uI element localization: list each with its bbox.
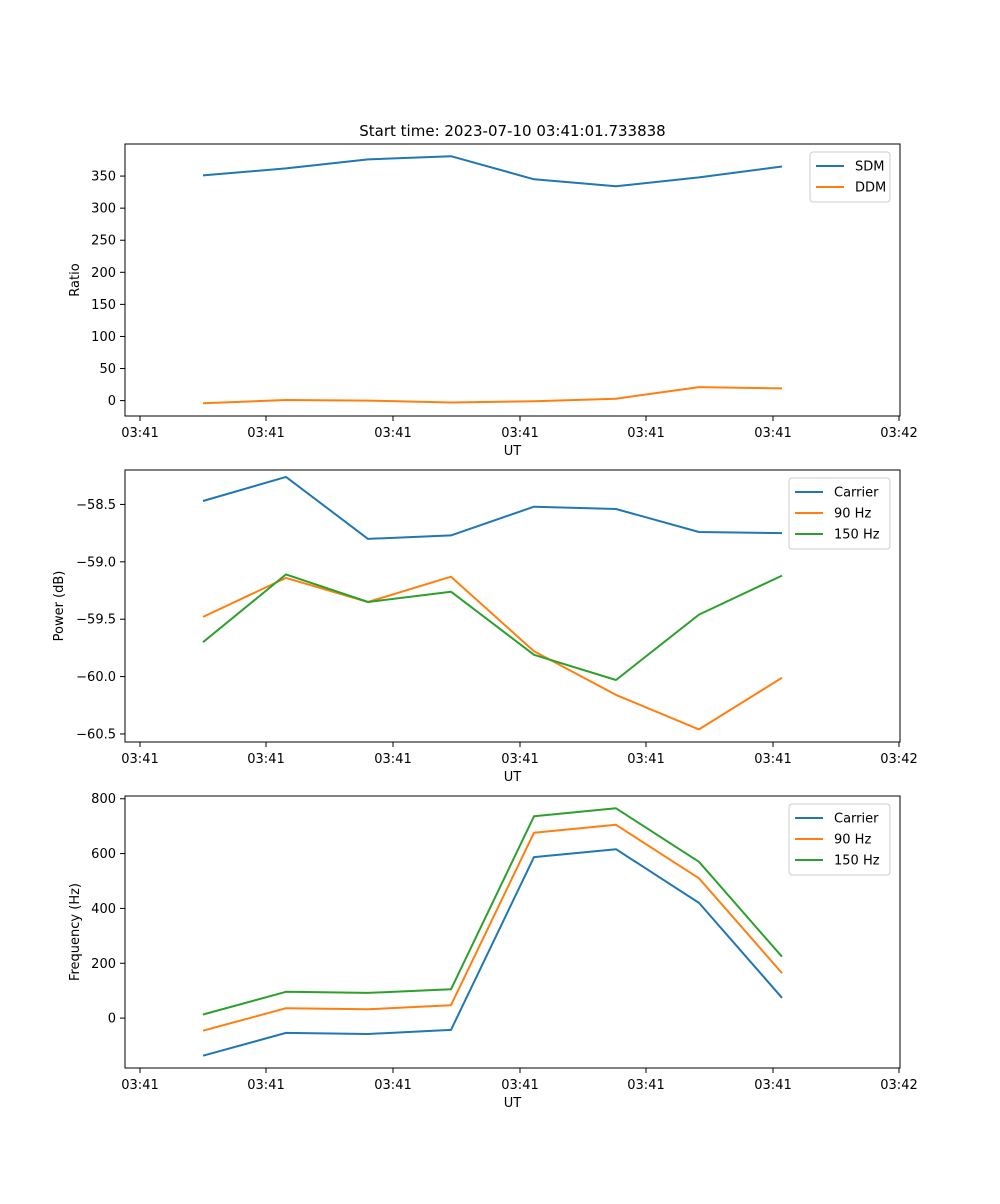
subplot-3: 03:41 03:41 03:41 03:41 03:41 03:41 03:42 0 200 4… xyxy=(68,792,918,1111)
x-tick-label: 03:42 xyxy=(880,1078,917,1093)
x-tick-label: 03:41 xyxy=(501,426,538,441)
subplot-1: Start time: 2023-07-10 03:41:01.73383803… xyxy=(68,122,918,459)
series-line-90-hz xyxy=(202,575,783,731)
x-tick-label: 03:41 xyxy=(754,1078,791,1093)
series-line-carrier xyxy=(202,475,783,540)
x-tick-label: 03:41 xyxy=(754,752,791,767)
x-tick-label: 03:41 xyxy=(121,426,158,441)
series-group xyxy=(202,155,783,405)
series-group xyxy=(202,807,783,1057)
x-tick-label: 03:41 xyxy=(374,1078,411,1093)
y-tick-label: −59.0 xyxy=(76,555,116,570)
series-line-150-hz xyxy=(202,573,783,681)
y-axis-ticks: −60.5 −60.0 −59.5 −59.0 −58.5 xyxy=(76,498,125,742)
y-tick-label: −60.5 xyxy=(76,727,116,742)
legend-label: Carrier xyxy=(834,486,879,501)
legend: Carrier 90 Hz 150 Hz xyxy=(788,477,891,550)
y-tick-label: 800 xyxy=(91,792,116,807)
legend-label: Carrier xyxy=(834,812,879,827)
y-axis-ticks: 0 50 100 150 200 250 300 350 xyxy=(91,170,125,409)
legend-box xyxy=(788,477,891,550)
series-line-sdm xyxy=(202,155,783,188)
plot-area xyxy=(124,469,901,743)
y-tick-label: 100 xyxy=(91,330,116,345)
series-line-150-hz xyxy=(202,807,783,1016)
series-line-ddm xyxy=(202,386,783,405)
legend-label: DDM xyxy=(855,181,886,196)
y-tick-label: 400 xyxy=(91,902,116,917)
x-tick-label: 03:41 xyxy=(121,752,158,767)
y-tick-label: 300 xyxy=(91,202,116,217)
legend-label: 90 Hz xyxy=(834,507,871,522)
x-tick-label: 03:41 xyxy=(247,1078,284,1093)
legend-label: SDM xyxy=(855,160,884,175)
x-axis-ticks: 03:41 03:41 03:41 03:41 03:41 03:41 03:42 xyxy=(121,416,918,441)
x-tick-label: 03:42 xyxy=(880,752,917,767)
x-tick-label: 03:41 xyxy=(247,426,284,441)
legend-label: 90 Hz xyxy=(834,833,871,848)
y-axis-label: Ratio xyxy=(68,263,83,296)
y-axis-label: Power (dB) xyxy=(52,571,67,642)
y-tick-label: 350 xyxy=(91,170,116,185)
y-tick-label: 0 xyxy=(108,394,116,409)
y-tick-label: 50 xyxy=(99,362,116,377)
y-tick-label: 200 xyxy=(91,957,116,972)
x-tick-label: 03:41 xyxy=(501,752,538,767)
x-axis-label: UT xyxy=(504,444,522,459)
series-group xyxy=(202,475,783,731)
x-tick-label: 03:41 xyxy=(121,1078,158,1093)
series-line-90-hz xyxy=(202,823,783,1032)
series-line-carrier xyxy=(202,848,783,1057)
legend: Carrier 90 Hz 150 Hz xyxy=(788,803,891,876)
y-tick-label: 200 xyxy=(91,266,116,281)
x-axis-label: UT xyxy=(504,770,522,785)
y-tick-label: 600 xyxy=(91,847,116,862)
legend: SDM DDM xyxy=(809,151,891,203)
x-axis-label: UT xyxy=(504,1096,522,1111)
legend-label: 150 Hz xyxy=(834,854,880,869)
x-tick-label: 03:41 xyxy=(754,426,791,441)
y-tick-label: −59.5 xyxy=(76,613,116,628)
x-tick-label: 03:41 xyxy=(247,752,284,767)
x-tick-label: 03:41 xyxy=(627,426,664,441)
x-tick-label: 03:42 xyxy=(880,426,917,441)
y-tick-label: −60.0 xyxy=(76,670,116,685)
x-tick-label: 03:41 xyxy=(374,752,411,767)
y-tick-label: 150 xyxy=(91,298,116,313)
legend-box xyxy=(788,803,891,876)
y-tick-label: 0 xyxy=(108,1012,116,1027)
plot-area xyxy=(124,795,901,1069)
subplot-2: 03:41 03:41 03:41 03:41 03:41 03:41 03:42 −60.5… xyxy=(52,469,918,785)
legend-box xyxy=(809,151,891,203)
x-axis-ticks: 03:41 03:41 03:41 03:41 03:41 03:41 03:42 xyxy=(121,742,918,767)
chart-title: Start time: 2023-07-10 03:41:01.733838 xyxy=(359,122,665,140)
y-tick-label: 250 xyxy=(91,234,116,249)
plot-area xyxy=(124,143,901,417)
y-tick-label: −58.5 xyxy=(76,498,116,513)
x-tick-label: 03:41 xyxy=(374,426,411,441)
x-tick-label: 03:41 xyxy=(627,1078,664,1093)
x-tick-label: 03:41 xyxy=(627,752,664,767)
y-axis-ticks: 0 200 400 600 800 xyxy=(91,792,125,1027)
x-tick-label: 03:41 xyxy=(501,1078,538,1093)
legend-label: 150 Hz xyxy=(834,528,880,543)
y-axis-label: Frequency (Hz) xyxy=(68,883,83,981)
x-axis-ticks: 03:41 03:41 03:41 03:41 03:41 03:41 03:42 xyxy=(121,1068,918,1093)
